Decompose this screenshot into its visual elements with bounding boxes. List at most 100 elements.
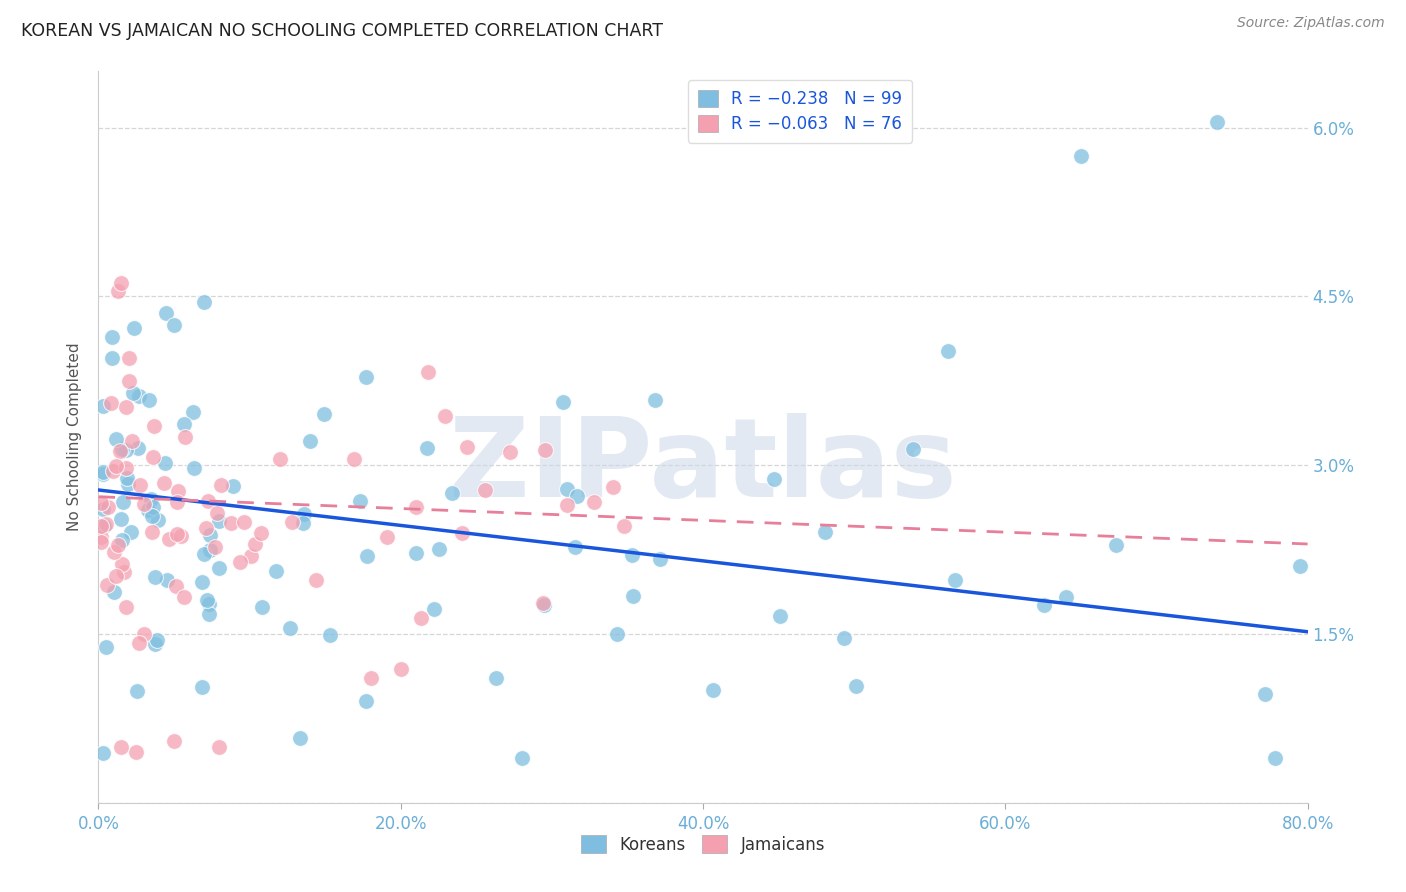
Point: [97, 500, 120, 515]
Point: [105, 432, 128, 446]
Point: [117, 477, 139, 491]
Point: [281, 515, 304, 529]
Point: [173, 430, 195, 444]
Point: [142, 418, 165, 433]
Point: [451, 525, 474, 540]
Point: [145, 569, 167, 583]
Point: [111, 533, 134, 547]
Point: [555, 498, 578, 512]
Point: [125, 745, 148, 759]
Point: [389, 662, 412, 676]
Point: [122, 385, 145, 400]
Point: [845, 679, 868, 693]
Point: [91, 467, 114, 481]
Point: [198, 607, 221, 622]
Point: [936, 344, 959, 359]
Point: [191, 575, 214, 590]
Point: [166, 526, 188, 541]
Point: [103, 584, 125, 599]
Point: [120, 525, 142, 540]
Point: [1070, 149, 1092, 163]
Point: [166, 494, 188, 508]
Point: [219, 516, 242, 530]
Point: [557, 482, 579, 496]
Point: [101, 330, 124, 344]
Point: [405, 500, 427, 515]
Point: [93, 519, 115, 533]
Point: [1105, 537, 1128, 551]
Point: [343, 451, 366, 466]
Point: [194, 521, 217, 535]
Point: [252, 600, 274, 615]
Point: [1254, 688, 1277, 702]
Point: [107, 284, 129, 298]
Point: [1289, 558, 1312, 573]
Point: [165, 579, 187, 593]
Point: [250, 525, 273, 540]
Point: [112, 494, 135, 508]
Point: [769, 609, 792, 624]
Point: [533, 598, 555, 612]
Point: [602, 480, 624, 494]
Legend: Koreans, Jamaicans: Koreans, Jamaicans: [574, 829, 832, 860]
Point: [90, 530, 112, 544]
Point: [108, 443, 131, 458]
Text: KOREAN VS JAMAICAN NO SCHOOLING COMPLETED CORRELATION CHART: KOREAN VS JAMAICAN NO SCHOOLING COMPLETE…: [21, 22, 664, 40]
Point: [110, 512, 132, 526]
Point: [155, 306, 177, 320]
Point: [181, 405, 204, 419]
Point: [354, 370, 377, 384]
Point: [292, 507, 315, 521]
Point: [128, 636, 150, 650]
Point: [280, 621, 302, 635]
Point: [763, 472, 786, 486]
Point: [94, 640, 117, 655]
Point: [146, 512, 169, 526]
Point: [141, 525, 163, 540]
Point: [943, 573, 966, 587]
Point: [170, 528, 193, 542]
Point: [166, 483, 188, 498]
Y-axis label: No Schooling Completed: No Schooling Completed: [67, 343, 83, 532]
Point: [319, 628, 342, 642]
Point: [531, 596, 554, 610]
Point: [91, 399, 114, 413]
Point: [427, 542, 450, 557]
Point: [90, 496, 112, 510]
Point: [621, 549, 644, 563]
Point: [191, 680, 214, 694]
Point: [141, 509, 163, 524]
Point: [121, 434, 143, 448]
Point: [207, 514, 229, 528]
Point: [243, 537, 266, 551]
Point: [901, 442, 924, 456]
Point: [122, 321, 145, 335]
Point: [564, 540, 586, 554]
Point: [312, 407, 335, 421]
Point: [298, 434, 321, 448]
Point: [112, 566, 135, 580]
Point: [349, 494, 371, 508]
Point: [304, 573, 326, 587]
Point: [269, 452, 291, 467]
Point: [103, 544, 125, 558]
Point: [91, 746, 114, 760]
Point: [814, 525, 837, 540]
Point: [197, 493, 219, 508]
Point: [173, 590, 195, 604]
Point: [163, 318, 186, 332]
Point: [290, 731, 312, 746]
Point: [145, 633, 167, 648]
Point: [264, 564, 287, 578]
Point: [644, 393, 666, 408]
Point: [565, 489, 588, 503]
Point: [292, 516, 315, 530]
Point: [416, 441, 439, 455]
Point: [613, 518, 636, 533]
Point: [94, 516, 117, 531]
Point: [356, 549, 378, 563]
Point: [128, 477, 150, 491]
Point: [233, 515, 256, 529]
Point: [90, 518, 112, 533]
Point: [100, 396, 122, 410]
